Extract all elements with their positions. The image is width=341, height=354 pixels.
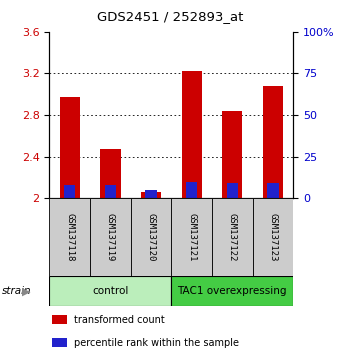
Text: GSM137121: GSM137121 <box>187 213 196 261</box>
Text: percentile rank within the sample: percentile rank within the sample <box>74 338 239 348</box>
Bar <box>90 198 131 276</box>
Bar <box>222 111 242 198</box>
Bar <box>49 198 90 276</box>
Bar <box>263 86 283 198</box>
Bar <box>146 190 157 198</box>
Text: GSM137123: GSM137123 <box>268 213 278 261</box>
Text: GSM137120: GSM137120 <box>147 213 155 261</box>
Text: GDS2451 / 252893_at: GDS2451 / 252893_at <box>97 10 244 23</box>
Bar <box>141 192 161 198</box>
Text: strain: strain <box>2 286 31 296</box>
Text: transformed count: transformed count <box>74 315 165 325</box>
Bar <box>49 276 171 306</box>
Bar <box>60 97 80 198</box>
Text: TAC1 overexpressing: TAC1 overexpressing <box>178 286 287 296</box>
Text: ▶: ▶ <box>23 286 31 296</box>
Bar <box>186 182 197 198</box>
Bar <box>131 198 171 276</box>
Text: GSM137119: GSM137119 <box>106 213 115 261</box>
Bar <box>267 183 279 198</box>
Bar <box>52 315 66 324</box>
Bar <box>64 185 75 198</box>
Bar <box>212 198 253 276</box>
Bar <box>105 185 116 198</box>
Bar <box>100 149 121 198</box>
Bar <box>253 198 293 276</box>
Bar <box>52 338 66 347</box>
Bar <box>181 72 202 198</box>
Bar <box>171 198 212 276</box>
Text: control: control <box>92 286 129 296</box>
Bar <box>227 183 238 198</box>
Text: GSM137122: GSM137122 <box>228 213 237 261</box>
Bar <box>171 276 293 306</box>
Text: GSM137118: GSM137118 <box>65 213 74 261</box>
